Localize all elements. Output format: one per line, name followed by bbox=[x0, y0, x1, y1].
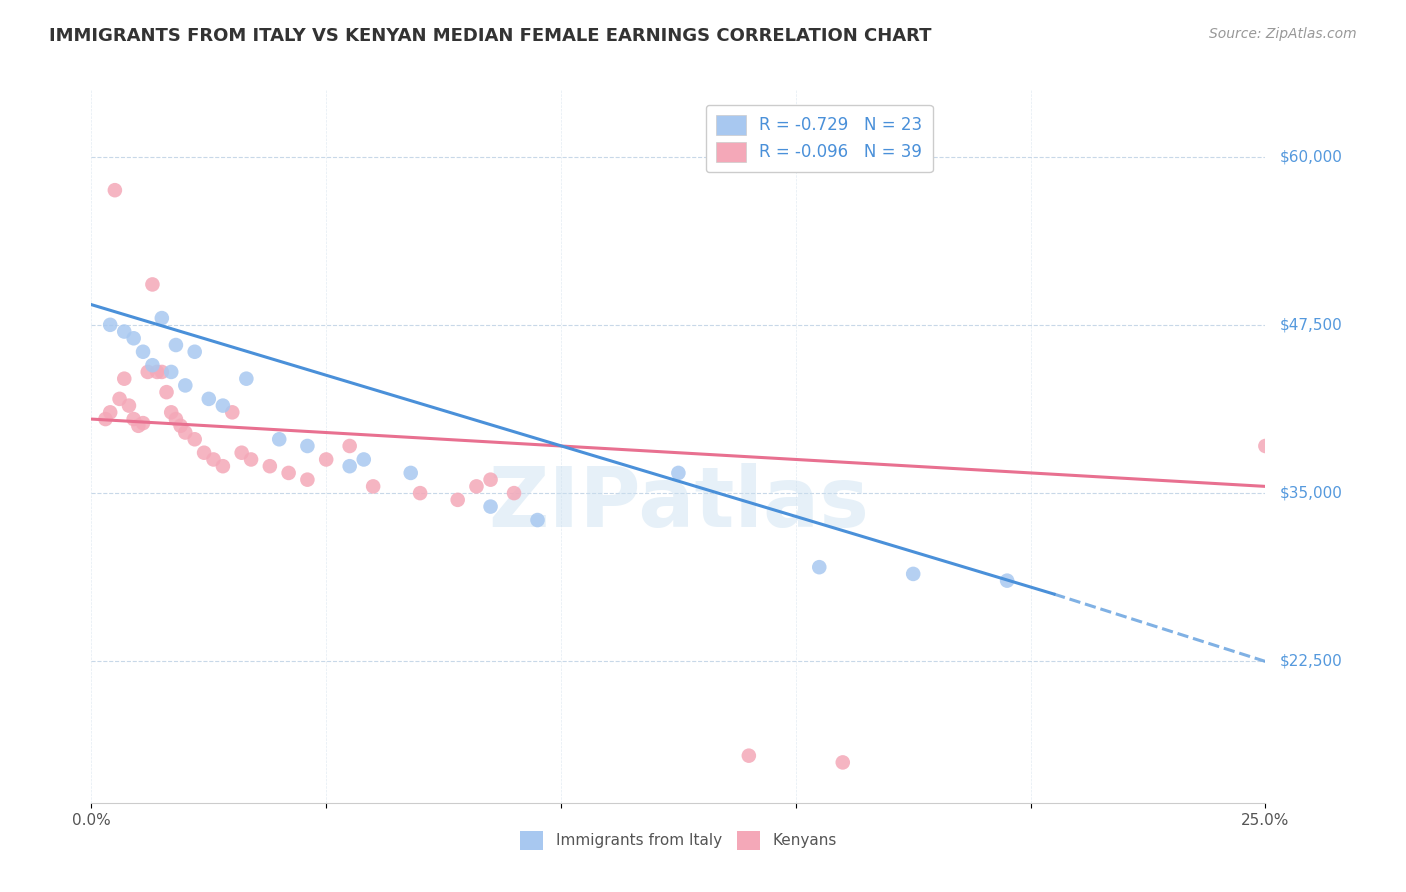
Point bbox=[150, 365, 173, 379]
Text: $60,000: $60,000 bbox=[1279, 149, 1343, 164]
Point bbox=[174, 378, 197, 392]
Legend: Immigrants from Italy, Kenyans: Immigrants from Italy, Kenyans bbox=[515, 825, 842, 855]
Point bbox=[155, 385, 177, 400]
Point bbox=[666, 466, 689, 480]
Point bbox=[141, 277, 163, 292]
Point bbox=[231, 446, 253, 460]
Point bbox=[146, 365, 169, 379]
Point bbox=[399, 466, 422, 480]
Point bbox=[94, 412, 117, 426]
Point bbox=[277, 466, 299, 480]
Point bbox=[165, 338, 187, 352]
Point bbox=[212, 399, 235, 413]
Point bbox=[122, 331, 145, 345]
Text: Source: ZipAtlas.com: Source: ZipAtlas.com bbox=[1209, 27, 1357, 41]
Point bbox=[447, 492, 470, 507]
Point bbox=[808, 560, 831, 574]
Point bbox=[104, 183, 127, 197]
Text: IMMIGRANTS FROM ITALY VS KENYAN MEDIAN FEMALE EARNINGS CORRELATION CHART: IMMIGRANTS FROM ITALY VS KENYAN MEDIAN F… bbox=[49, 27, 932, 45]
Point bbox=[122, 412, 145, 426]
Point bbox=[315, 452, 337, 467]
Point bbox=[503, 486, 526, 500]
Point bbox=[202, 452, 225, 467]
Point bbox=[259, 459, 281, 474]
Point bbox=[738, 748, 761, 763]
Text: $47,500: $47,500 bbox=[1279, 318, 1343, 333]
Point bbox=[297, 439, 319, 453]
Text: $22,500: $22,500 bbox=[1279, 654, 1343, 669]
Point bbox=[165, 412, 187, 426]
Point bbox=[136, 365, 159, 379]
Point bbox=[221, 405, 243, 419]
Point bbox=[901, 566, 924, 581]
Point bbox=[98, 318, 121, 332]
Point bbox=[169, 418, 191, 433]
Point bbox=[212, 459, 235, 474]
Point bbox=[361, 479, 384, 493]
Point bbox=[995, 574, 1018, 588]
Point bbox=[141, 358, 163, 372]
Point bbox=[479, 500, 502, 514]
Point bbox=[193, 446, 215, 460]
Point bbox=[108, 392, 131, 406]
Point bbox=[197, 392, 219, 406]
Point bbox=[465, 479, 488, 493]
Point bbox=[183, 344, 205, 359]
Point bbox=[297, 473, 319, 487]
Text: ZIPatlas: ZIPatlas bbox=[488, 463, 869, 543]
Point bbox=[183, 432, 205, 446]
Point bbox=[132, 344, 155, 359]
Point bbox=[118, 399, 141, 413]
Point bbox=[112, 372, 135, 386]
Point bbox=[160, 405, 183, 419]
Point bbox=[98, 405, 121, 419]
Point bbox=[479, 473, 502, 487]
Point bbox=[240, 452, 263, 467]
Point bbox=[353, 452, 375, 467]
Point bbox=[339, 439, 361, 453]
Point bbox=[269, 432, 291, 446]
Point bbox=[526, 513, 548, 527]
Point bbox=[1254, 439, 1277, 453]
Point bbox=[235, 372, 257, 386]
Point bbox=[409, 486, 432, 500]
Point bbox=[150, 311, 173, 326]
Point bbox=[132, 416, 155, 430]
Point bbox=[160, 365, 183, 379]
Text: $35,000: $35,000 bbox=[1279, 485, 1343, 500]
Point bbox=[127, 418, 149, 433]
Point bbox=[174, 425, 197, 440]
Point bbox=[339, 459, 361, 474]
Point bbox=[112, 325, 135, 339]
Point bbox=[831, 756, 853, 770]
